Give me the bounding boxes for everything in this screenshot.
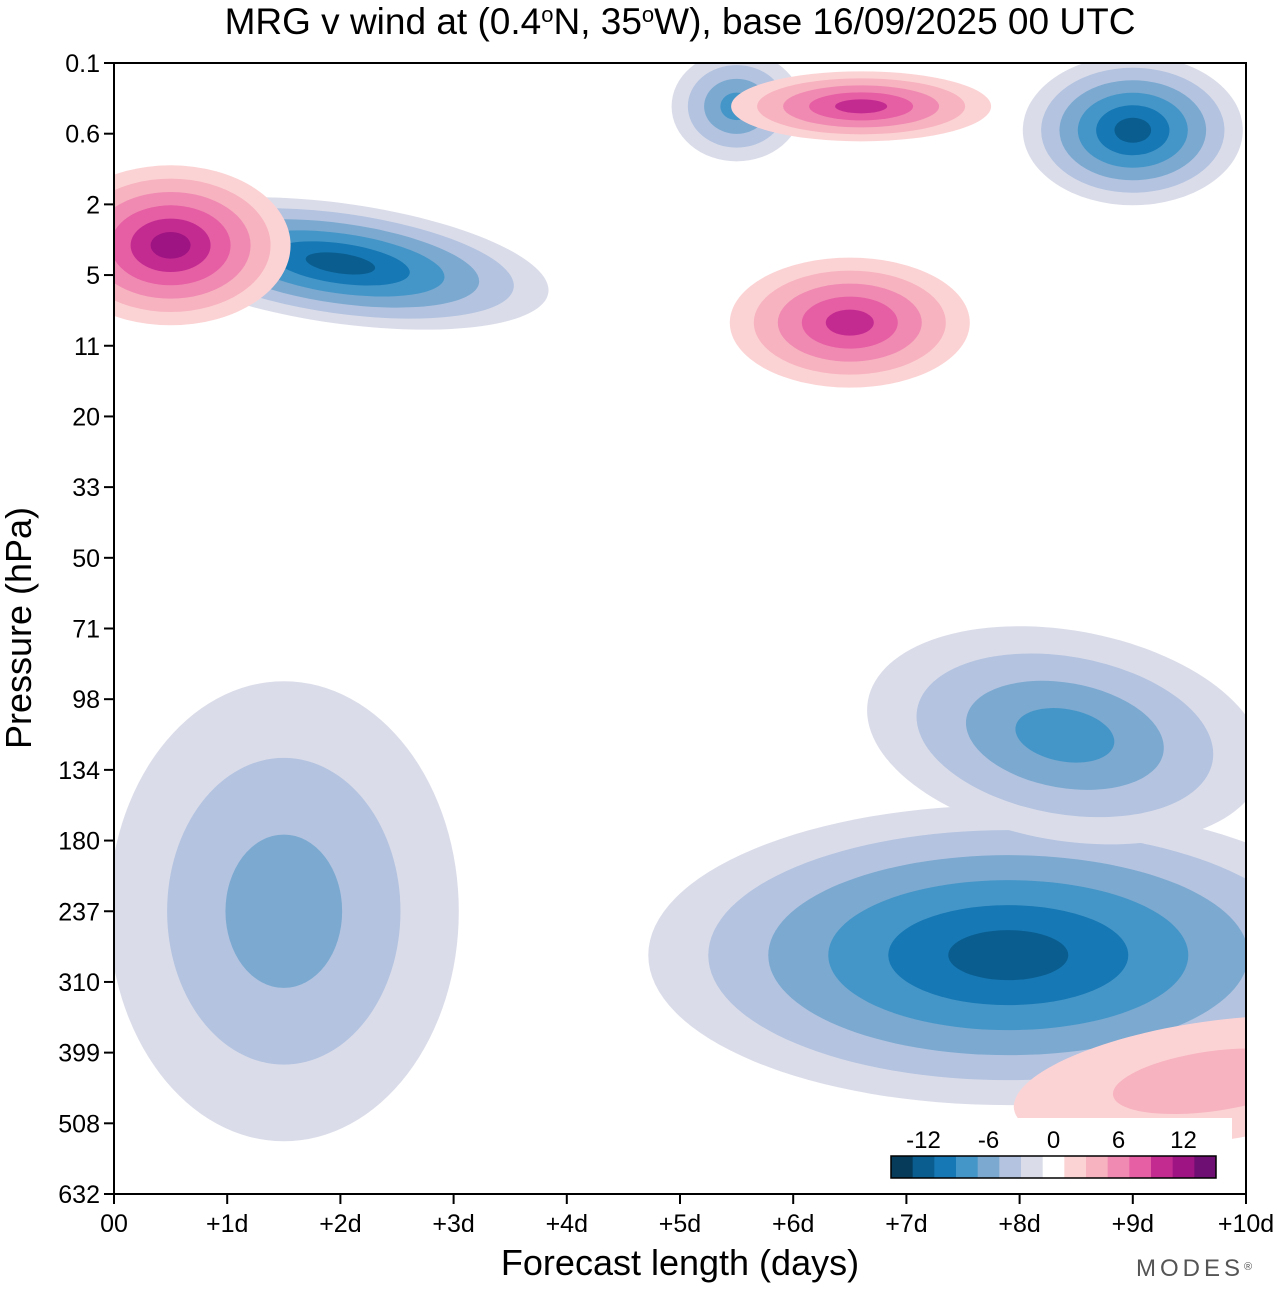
plot-area xyxy=(114,63,1246,1194)
contour-feature-neg-lower-right-upper xyxy=(867,626,1246,845)
x-axis: 00 +1d +2d +3d +4d +5d +6d +7d +8d +9d +10d xyxy=(100,1194,1274,1238)
degree-mark-lon: o xyxy=(642,2,654,27)
contour-band xyxy=(835,99,888,114)
y-tick-label: 98 xyxy=(72,686,100,714)
colorbar-swatch xyxy=(1064,1156,1087,1178)
colorbar-swatch xyxy=(956,1156,979,1178)
contour-band xyxy=(948,930,1069,981)
y-tick-label: 399 xyxy=(58,1040,100,1068)
colorbar: -12 -6 0 6 12 xyxy=(878,1118,1232,1186)
y-tick-label: 180 xyxy=(58,828,100,856)
contour-band xyxy=(225,834,343,988)
x-tick-label: +9d xyxy=(1112,1210,1154,1238)
x-tick-label: +6d xyxy=(772,1210,814,1238)
contour-feature-neg-lower-left xyxy=(114,681,459,1142)
colorbar-swatch xyxy=(977,1156,1000,1178)
x-tick-label: 00 xyxy=(100,1210,128,1238)
contour-fills xyxy=(114,63,1246,1147)
y-axis: 0.1 0.6 2 5 11 20 33 50 71 98 134 180 237 310 399 508 63… xyxy=(58,50,114,1209)
colorbar-swatch xyxy=(912,1156,935,1178)
y-tick-label: 0.1 xyxy=(65,50,100,78)
colorbar-swatch xyxy=(1129,1156,1152,1178)
chart-title: MRG v wind at (0.4oN, 35oW), base 16/09/… xyxy=(225,1,1136,42)
contour-feature-pos-lower-right xyxy=(1013,1015,1246,1147)
colorbar-swatch xyxy=(1151,1156,1174,1178)
colorbar-swatch xyxy=(891,1156,914,1178)
modes-logo: MODES® xyxy=(1136,1255,1256,1282)
colorbar-swatch xyxy=(1107,1156,1130,1178)
degree-mark-lat: o xyxy=(541,2,553,27)
y-tick-label: 50 xyxy=(72,545,100,573)
colorbar-swatch xyxy=(1172,1156,1195,1178)
contour-band xyxy=(1112,1048,1246,1115)
colorbar-swatch xyxy=(1194,1156,1217,1178)
colorbar-label: 12 xyxy=(1170,1127,1197,1154)
colorbar-swatch xyxy=(999,1156,1022,1178)
colorbar-swatch xyxy=(934,1156,957,1178)
y-tick-label: 508 xyxy=(58,1110,100,1138)
contour-band xyxy=(1015,708,1115,763)
y-tick-label: 134 xyxy=(58,757,100,785)
contour-feature-pos-strat-day6.6-top xyxy=(731,71,992,142)
contour-band xyxy=(1114,117,1152,143)
x-axis-label: Forecast length (days) xyxy=(501,1242,859,1283)
y-tick-label: 0.6 xyxy=(65,121,100,149)
x-tick-label: +1d xyxy=(206,1210,248,1238)
title-part-3: W), base 16/09/2025 00 UTC xyxy=(654,1,1135,42)
y-tick-label: 11 xyxy=(74,333,100,361)
title-part-1: MRG v wind at (0.4 xyxy=(225,1,542,42)
y-tick-label: 310 xyxy=(58,969,100,997)
x-tick-label: +7d xyxy=(885,1210,927,1238)
colorbar-labels: -12 -6 0 6 12 xyxy=(906,1127,1197,1154)
contour-feature-pos-strat-day0.5 xyxy=(114,165,291,326)
y-tick-label: 237 xyxy=(58,898,100,926)
y-tick-label: 2 xyxy=(86,191,100,219)
colorbar-label: 6 xyxy=(1112,1127,1125,1154)
y-tick-label: 71 xyxy=(72,616,100,644)
x-tick-label: +5d xyxy=(659,1210,701,1238)
y-axis-label: Pressure (hPa) xyxy=(0,507,39,749)
y-tick-label: 632 xyxy=(58,1181,100,1209)
y-tick-label: 33 xyxy=(72,474,100,502)
colorbar-swatch xyxy=(1021,1156,1044,1178)
y-tick-label: 20 xyxy=(72,403,100,431)
contour-band xyxy=(150,231,191,259)
colorbar-swatches xyxy=(891,1156,1217,1178)
colorbar-label: 0 xyxy=(1047,1127,1060,1154)
title-part-2: N, 35 xyxy=(553,1,641,42)
modes-logo-text: MODES xyxy=(1136,1255,1244,1282)
colorbar-frame xyxy=(890,1155,1217,1179)
contour-feature-neg-strat-day9 xyxy=(1022,63,1243,206)
contour-band xyxy=(305,252,376,275)
x-tick-label: +10d xyxy=(1218,1210,1274,1238)
modes-logo-mark: ® xyxy=(1244,1261,1256,1273)
colorbar-swatch xyxy=(1086,1156,1109,1178)
contour-feature-neg-lower-centre xyxy=(648,805,1246,1106)
colorbar-label: -12 xyxy=(906,1127,941,1154)
x-tick-label: +2d xyxy=(319,1210,361,1238)
contour-feature-pos-strat-day6.5 xyxy=(729,257,970,388)
x-tick-label: +3d xyxy=(432,1210,474,1238)
contour-band xyxy=(825,309,874,336)
colorbar-label: -6 xyxy=(978,1127,999,1154)
x-tick-label: +8d xyxy=(998,1210,1040,1238)
colorbar-swatch xyxy=(1042,1156,1065,1178)
x-tick-label: +4d xyxy=(546,1210,588,1238)
y-tick-label: 5 xyxy=(86,262,100,290)
